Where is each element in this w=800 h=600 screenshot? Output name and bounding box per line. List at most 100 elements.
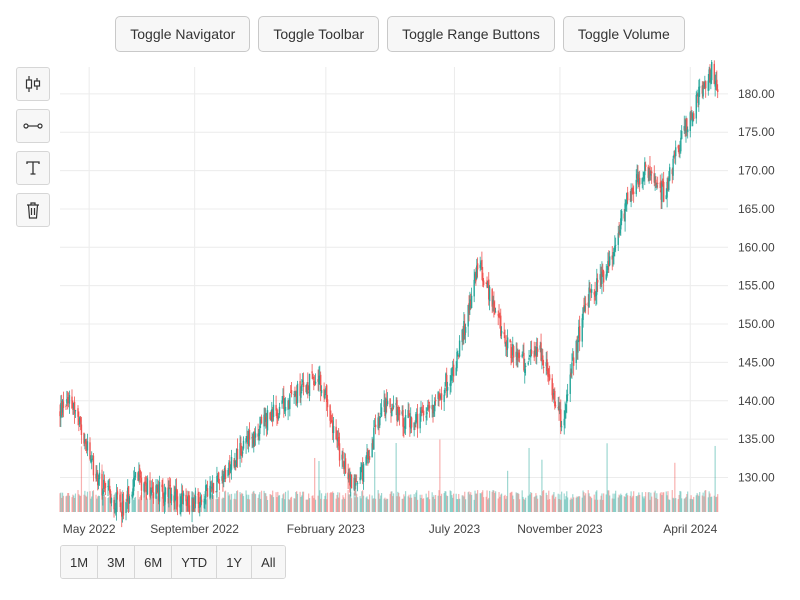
volume-bar [259,492,261,512]
volume-bar [149,491,151,512]
volume-bar [150,497,152,512]
candle-body [522,355,524,356]
volume-bar [481,492,483,512]
volume-bar [434,498,436,512]
candle-body [140,477,143,491]
candle-body [560,426,563,428]
candle-body [330,421,332,423]
volume-bar [626,492,628,512]
range-button-1y[interactable]: 1Y [217,546,253,578]
candle-body [705,81,707,89]
volume-bar [516,493,518,512]
candle-body [264,417,266,420]
volume-bar [380,493,383,512]
range-button-6m[interactable]: 6M [135,546,173,578]
candle-body [575,340,577,364]
volume-bar [581,497,583,512]
candle-body [191,497,193,512]
volume-bar [452,493,455,512]
candle-body [161,484,163,488]
volume-bar [146,497,148,512]
volume-bar [332,491,334,512]
volume-bar [704,490,706,512]
volume-bar [656,493,658,512]
candle-body [554,405,557,407]
candle-body [401,411,403,415]
candle-body [587,302,589,307]
volume-bar [450,491,452,512]
candle-body [96,472,98,479]
candle-body [335,426,337,440]
volume-bar [137,491,139,512]
candle-body [245,438,247,444]
candle-body [711,61,713,81]
line-segment-tool-button[interactable] [16,109,50,143]
candle-body [175,488,178,500]
candle-body [650,174,652,176]
volume-bar [507,470,509,512]
candle-body [414,425,416,427]
volume-bar [611,498,613,512]
candle-body [488,286,491,302]
volume-bar [525,497,527,512]
candle-body [229,467,232,472]
range-button-1m[interactable]: 1M [61,546,99,578]
volume-bar [61,497,63,512]
volume-bar [674,462,676,512]
candle-body [173,495,175,503]
volume-bar [223,497,225,512]
toggle-volume-button[interactable]: Toggle Volume [562,16,685,52]
volume-bar [210,492,212,512]
volume-bar [320,493,323,512]
candle-body [374,424,377,428]
candle-body [77,408,79,417]
toggle-toolbar-button[interactable]: Toggle Toolbar [258,16,380,52]
candle-body [464,323,466,336]
candle-body [476,265,478,279]
candle-body [632,187,634,194]
candle-body [602,271,605,283]
candle-body [302,382,305,387]
candle-body [421,409,423,412]
candle-body [138,470,140,481]
range-button-3m[interactable]: 3M [98,546,136,578]
candle-body [205,485,207,499]
volume-bar [66,495,68,512]
volume-bar [695,495,697,512]
range-button-all[interactable]: All [252,546,285,578]
volume-bar [541,459,543,512]
volume-bar [330,492,332,512]
delete-tool-button[interactable] [16,193,50,227]
volume-bar [477,490,479,512]
candlestick-chart[interactable]: 130.00 135.00 140.00 145.00 150.00 155.00 160.… [0,60,800,540]
candle-body [614,245,616,251]
candle-body [491,289,493,307]
volume-bar [564,499,566,512]
volume-bar [536,495,538,512]
text-tool-button[interactable] [16,151,50,185]
candle-body [92,455,95,476]
volume-bar [366,496,368,512]
candle-body [137,472,139,481]
volume-bar [584,495,586,512]
volume-bar [354,497,356,512]
candle-body [133,477,135,492]
candle-body [115,509,117,511]
range-button-ytd[interactable]: YTD [172,546,218,578]
volume-bar [449,490,451,512]
volume-bar [552,494,554,512]
volume-bar [80,446,83,512]
candlestick-tool-button[interactable] [16,67,50,101]
volume-bar [377,490,379,512]
candle-body [146,478,149,495]
toggle-range-buttons-button[interactable]: Toggle Range Buttons [387,16,555,52]
candle-body [584,303,587,306]
volume-bar [410,494,412,512]
volume-bar [62,495,65,512]
toggle-navigator-button[interactable]: Toggle Navigator [115,16,251,52]
candle-body [73,402,75,409]
volume-bar [247,498,249,512]
candle-body [329,405,331,421]
y-tick-label: 155.00 [738,279,775,293]
y-tick-label: 150.00 [738,317,775,331]
